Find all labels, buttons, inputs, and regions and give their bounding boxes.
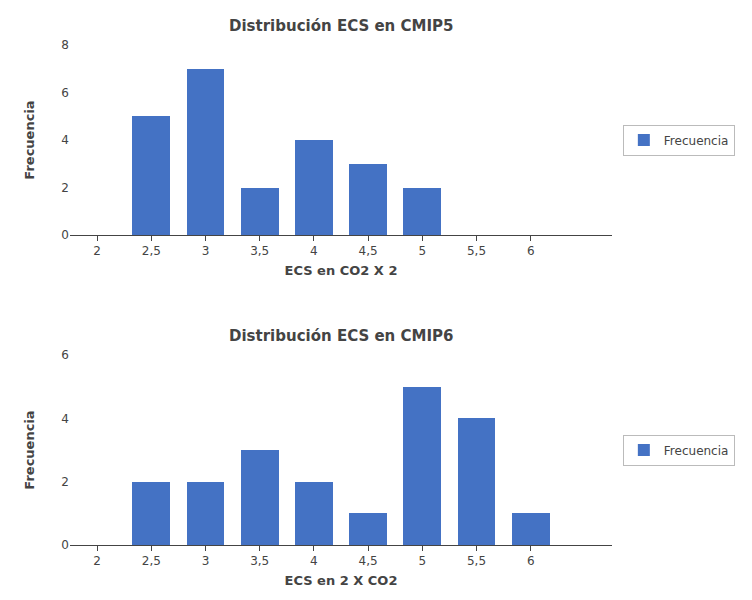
svg-text:4: 4 (61, 412, 69, 426)
svg-text:4: 4 (310, 244, 318, 258)
svg-text:2: 2 (61, 475, 69, 489)
svg-text:6: 6 (61, 348, 69, 362)
svg-text:4: 4 (61, 133, 69, 147)
svg-text:6: 6 (527, 244, 535, 258)
svg-text:3: 3 (202, 554, 210, 568)
svg-text:Distribución ECS en CMIP5: Distribución ECS en CMIP5 (229, 17, 453, 35)
svg-text:6: 6 (527, 554, 535, 568)
svg-text:8: 8 (61, 38, 69, 52)
svg-text:2: 2 (61, 181, 69, 195)
svg-text:2: 2 (93, 554, 101, 568)
svg-text:5,5: 5,5 (467, 554, 486, 568)
svg-text:6: 6 (61, 86, 69, 100)
svg-text:4: 4 (310, 554, 318, 568)
svg-text:3,5: 3,5 (250, 244, 269, 258)
svg-text:5: 5 (418, 244, 426, 258)
svg-text:3: 3 (202, 244, 210, 258)
svg-text:5,5: 5,5 (467, 244, 486, 258)
svg-text:ECS en 2 X CO2: ECS en 2 X CO2 (285, 573, 398, 588)
svg-text:2,5: 2,5 (142, 244, 161, 258)
svg-text:Frecuencia: Frecuencia (664, 134, 729, 148)
svg-text:Distribución ECS en CMIP6: Distribución ECS en CMIP6 (229, 327, 453, 345)
svg-text:Frecuencia: Frecuencia (664, 444, 729, 458)
svg-text:5: 5 (418, 554, 426, 568)
svg-text:0: 0 (61, 228, 69, 242)
svg-text:2: 2 (93, 244, 101, 258)
svg-text:4,5: 4,5 (359, 244, 378, 258)
svg-text:0: 0 (61, 538, 69, 552)
svg-text:ECS en CO2 X 2: ECS en CO2 X 2 (285, 263, 398, 278)
svg-text:Frecuencia: Frecuencia (22, 100, 37, 179)
svg-text:2,5: 2,5 (142, 554, 161, 568)
svg-text:4,5: 4,5 (359, 554, 378, 568)
svg-text:Frecuencia: Frecuencia (22, 410, 37, 489)
svg-text:3,5: 3,5 (250, 554, 269, 568)
